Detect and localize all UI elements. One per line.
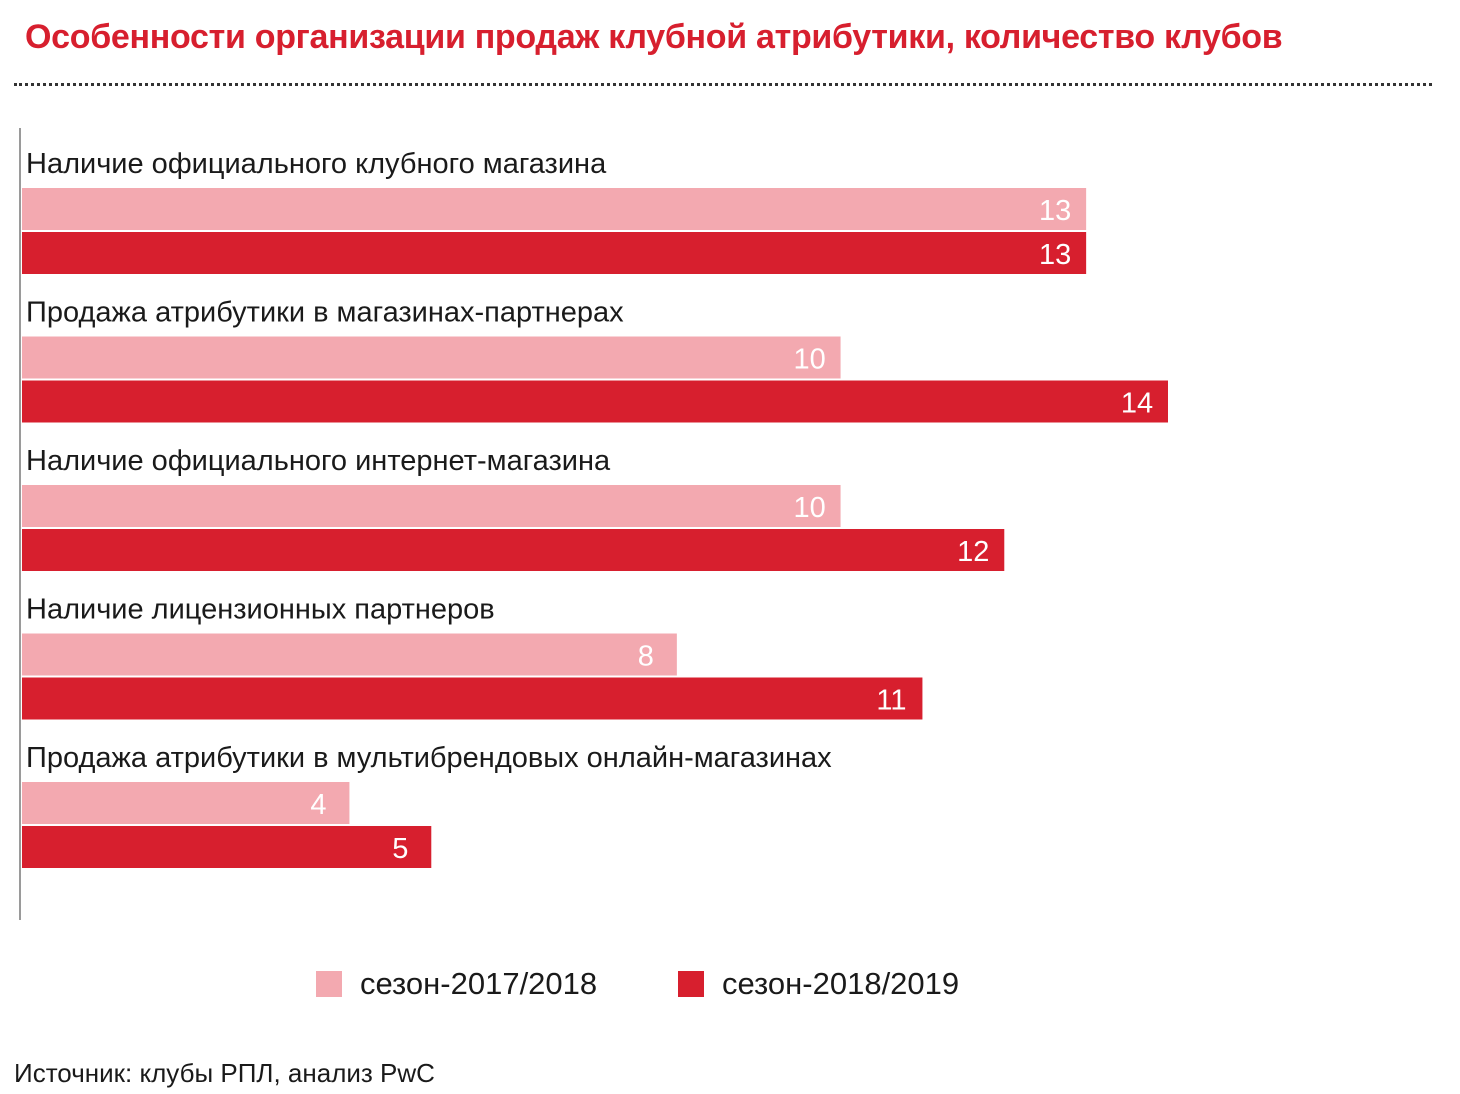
bar [22, 782, 350, 824]
legend-item-season-2017-2018: сезон-2017/2018 [316, 966, 597, 1002]
bar-chart: Наличие официального клубного магазина 13… [19, 128, 1168, 920]
data-label: 8 [638, 641, 654, 673]
category-label: Наличие лицензионных партнеров [26, 594, 495, 626]
category-label: Продажа атрибутики в мультибрендовых онл… [26, 742, 832, 774]
category-label: Наличие официального интернет-магазина [26, 445, 611, 477]
legend: сезон-2017/2018 сезон-2018/2019 [0, 966, 1460, 1006]
data-label: 14 [1121, 388, 1153, 420]
data-label: 5 [392, 833, 408, 865]
data-label: 10 [793, 492, 825, 524]
legend-label-season-2017-2018: сезон-2017/2018 [360, 966, 598, 1001]
data-label: 4 [310, 789, 326, 821]
data-label: 13 [1039, 195, 1071, 227]
bar [22, 232, 1087, 274]
title-divider [14, 83, 1432, 86]
bar [22, 485, 841, 527]
source-note: Источник: клубы РПЛ, анализ PwC [14, 1058, 435, 1088]
bar [22, 336, 841, 379]
data-label: 11 [876, 685, 906, 717]
bar [22, 529, 1005, 571]
bar [22, 188, 1087, 230]
legend-swatch-season-2018-2019 [678, 971, 704, 997]
legend-swatch-season-2017-2018 [316, 971, 342, 997]
bar [22, 380, 1168, 423]
bar [22, 826, 432, 868]
data-label: 12 [957, 536, 989, 568]
legend-item-season-2018-2019: сезон-2018/2019 [678, 966, 959, 1002]
category-label: Наличие официального клубного магазина [26, 148, 607, 180]
category-label: Продажа атрибутики в магазинах-партнерах [26, 297, 624, 329]
chart-title: Особенности организации продаж клубной а… [25, 18, 1283, 56]
data-label: 13 [1039, 239, 1071, 271]
data-label: 10 [793, 344, 825, 376]
bar [22, 633, 677, 676]
legend-label-season-2018-2019: сезон-2018/2019 [722, 966, 960, 1001]
bar [22, 677, 923, 720]
